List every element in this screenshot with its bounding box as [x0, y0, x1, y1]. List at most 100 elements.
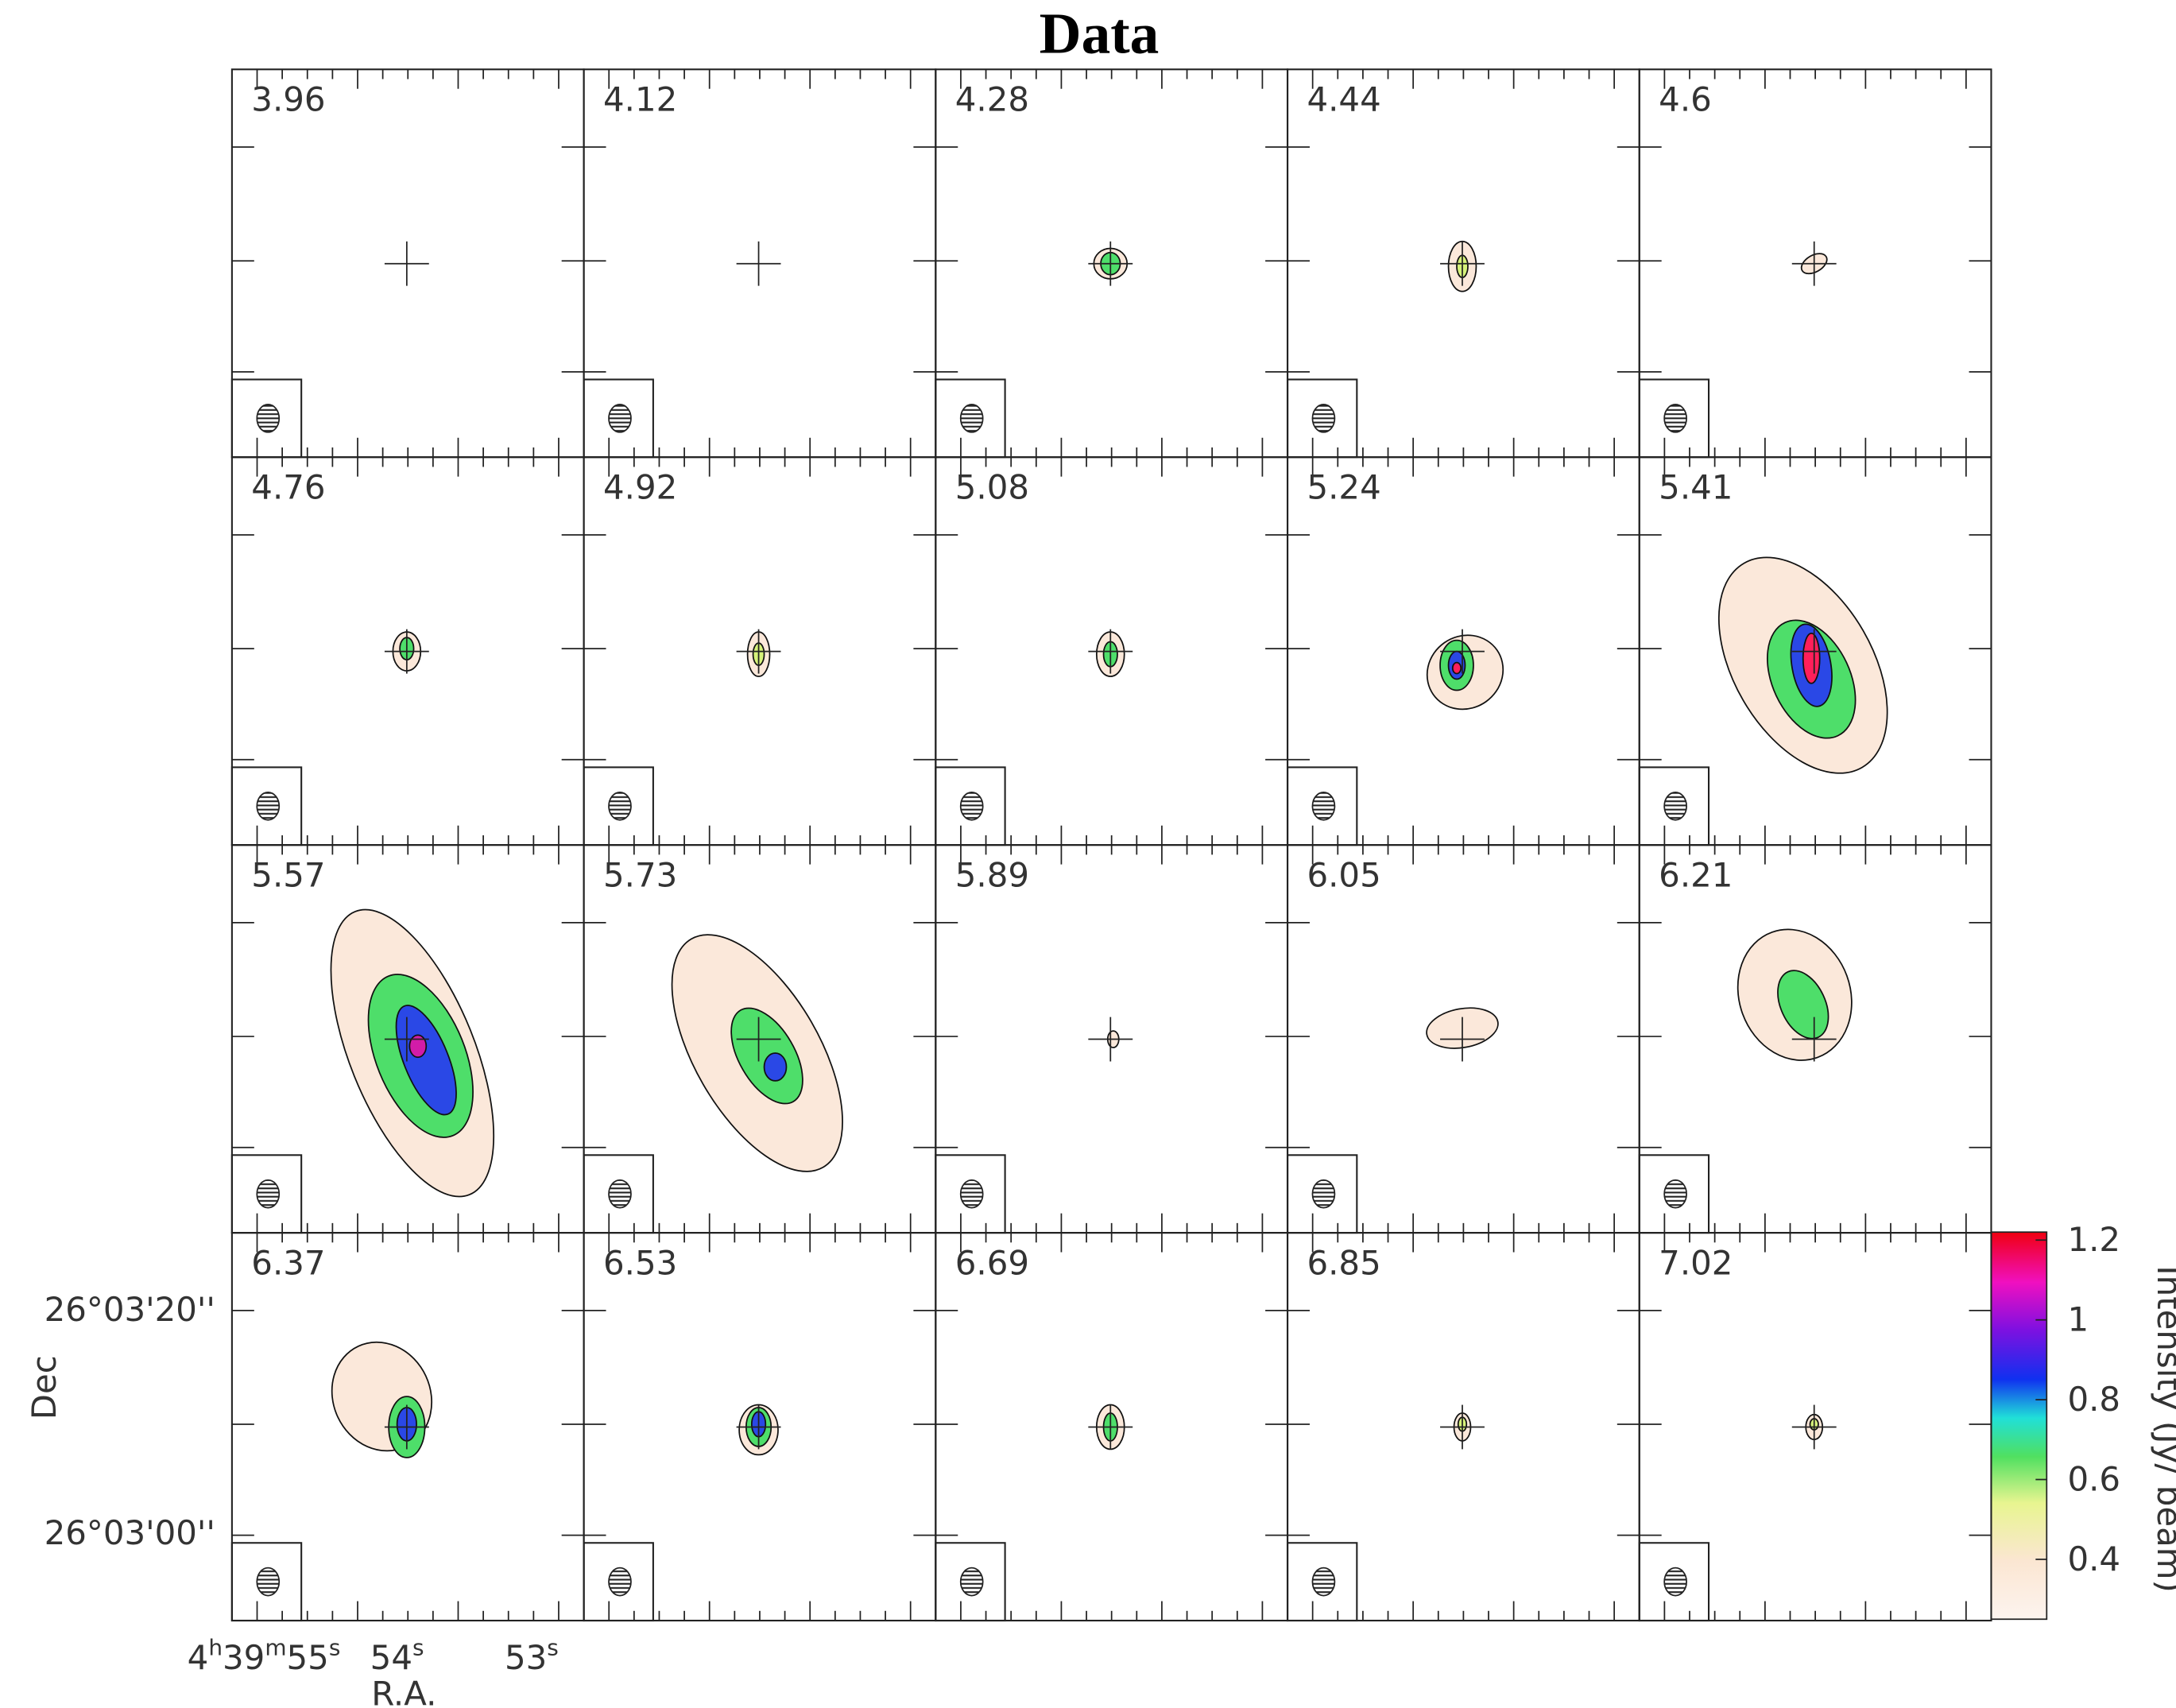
channel-label: 4.76 — [251, 468, 325, 507]
channel-panel: 4.12 — [583, 68, 937, 459]
beam-box — [1638, 1542, 1710, 1622]
beam — [959, 791, 984, 821]
emission — [763, 1052, 788, 1082]
emission — [730, 1007, 803, 1105]
channel-label: 5.73 — [603, 856, 677, 895]
beam — [256, 404, 281, 433]
channel-label: 4.6 — [1659, 80, 1712, 119]
channel-label: 6.85 — [1307, 1243, 1380, 1282]
channel-panel: 6.05 — [1286, 844, 1640, 1234]
beam — [959, 404, 984, 433]
channel-label: 4.12 — [603, 80, 677, 119]
beam — [1663, 1567, 1687, 1597]
channel-label: 6.37 — [251, 1243, 325, 1282]
channel-panel: 4.6 — [1638, 68, 1992, 459]
emission — [331, 1341, 433, 1452]
x-tick-part: h — [208, 1635, 223, 1661]
beam — [1311, 1567, 1336, 1597]
channel-panel: 7.02 — [1638, 1232, 1992, 1622]
channel-label: 4.28 — [955, 80, 1029, 119]
channel-panel: 4.44 — [1286, 68, 1640, 459]
emission — [1802, 633, 1821, 684]
channel-panel: 3.96 — [230, 68, 585, 459]
x-tick-part: s — [547, 1635, 559, 1661]
channel-label: 6.53 — [603, 1243, 677, 1282]
colorbar — [1990, 1231, 2048, 1621]
emission — [1777, 970, 1829, 1040]
beam-box — [583, 1542, 654, 1622]
channel-label: 5.41 — [1659, 468, 1733, 507]
beam — [608, 1179, 632, 1209]
channel-label: 4.92 — [603, 468, 677, 507]
channel-panel: 5.24 — [1286, 456, 1640, 846]
channel-panel: 4.92 — [583, 456, 937, 846]
channel-panel: 5.73 — [583, 844, 937, 1234]
channel-panel: 6.37 — [230, 1232, 585, 1622]
x-tick-part: 4 — [188, 1638, 209, 1677]
channel-panel: 4.28 — [935, 68, 1289, 459]
x-tick-part: 53 — [505, 1638, 547, 1677]
x-tick-part: 54 — [370, 1638, 412, 1677]
channel-label: 5.57 — [251, 856, 325, 895]
channel-label: 3.96 — [251, 80, 325, 119]
channel-panel: 6.53 — [583, 1232, 937, 1622]
channel-label: 6.05 — [1307, 856, 1380, 895]
beam — [1663, 404, 1687, 433]
colorbar-tick-label: 0.6 — [2067, 1459, 2120, 1498]
channel-panel: 6.69 — [935, 1232, 1289, 1622]
channel-label: 6.69 — [955, 1243, 1029, 1282]
emission — [395, 1005, 457, 1116]
beam — [959, 1179, 984, 1209]
emission — [1451, 661, 1462, 675]
colorbar-tick-label: 1.2 — [2067, 1220, 2120, 1259]
beam-box — [935, 1542, 1006, 1622]
figure-title: Data — [1040, 1, 1160, 65]
x-tick-part: m — [265, 1635, 286, 1661]
emission — [408, 1034, 428, 1059]
channel-panel: 5.41 — [1638, 456, 1992, 846]
channel-label: 7.02 — [1659, 1243, 1733, 1282]
x-tick-part: s — [329, 1635, 341, 1661]
channel-panel: 4.76 — [230, 456, 585, 846]
x-tick-label: 54s — [370, 1635, 424, 1677]
beam — [256, 1567, 281, 1597]
channel-panel: 5.89 — [935, 844, 1289, 1234]
beam — [1663, 1179, 1687, 1209]
channel-label: 5.08 — [955, 468, 1029, 507]
beam — [1311, 791, 1336, 821]
beam — [959, 1567, 984, 1597]
beam — [608, 791, 632, 821]
channel-panel: 6.85 — [1286, 1232, 1640, 1622]
beam — [608, 404, 632, 433]
channel-label: 4.44 — [1307, 80, 1380, 119]
y-axis-label: Dec — [25, 1355, 64, 1419]
channel-label: 5.89 — [955, 856, 1029, 895]
beam — [1311, 1179, 1336, 1209]
colorbar-tick-label: 0.4 — [2067, 1540, 2120, 1578]
y-tick-label: 26°03'20'' — [45, 1290, 215, 1329]
colorbar-tick-label: 0.8 — [2067, 1380, 2120, 1419]
beam — [256, 1179, 281, 1209]
beam — [256, 791, 281, 821]
channel-label: 5.24 — [1307, 468, 1380, 507]
x-tick-part: 39 — [223, 1638, 265, 1677]
beam — [608, 1567, 632, 1597]
beam-box — [230, 1542, 303, 1622]
x-tick-part: s — [412, 1635, 424, 1661]
x-tick-label: 53s — [505, 1635, 559, 1677]
beam — [1311, 404, 1336, 433]
x-tick-part: 55 — [287, 1638, 329, 1677]
beam — [1663, 791, 1687, 821]
colorbar-tick-label: 1 — [2067, 1300, 2089, 1339]
channel-panel: 5.08 — [935, 456, 1289, 846]
channel-label: 6.21 — [1659, 856, 1733, 895]
y-tick-label: 26°03'00'' — [45, 1513, 215, 1552]
x-axis-label: R.A. — [371, 1675, 436, 1708]
channel-panel: 5.57 — [230, 844, 585, 1234]
beam-box — [1286, 1542, 1358, 1622]
channel-panel: 6.21 — [1638, 844, 1992, 1234]
colorbar-label: Intensity (Jy/ beam) — [2150, 1265, 2176, 1593]
x-tick-label: 4h39m55s — [188, 1635, 341, 1677]
